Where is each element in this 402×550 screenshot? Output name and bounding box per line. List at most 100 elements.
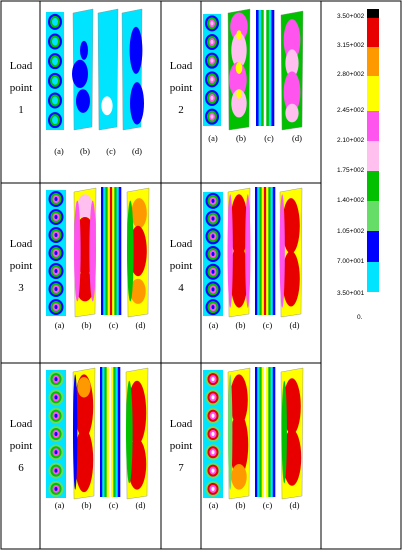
legend-label: 2.80+002	[337, 71, 365, 78]
panel-a-ring	[211, 305, 215, 310]
panel-stripe	[257, 367, 260, 497]
panel-a-ring	[54, 269, 58, 273]
panel-blob	[227, 194, 233, 308]
panel-a-ring	[54, 251, 58, 255]
sub-labels-4: (a) (b) (c) (d)	[208, 320, 300, 330]
panel-a-ring	[211, 395, 215, 400]
panel-a-ring	[54, 287, 58, 291]
panel-blob	[231, 32, 247, 68]
panel-stripe	[100, 367, 103, 497]
panel-blob	[283, 19, 301, 61]
panel-stripe	[109, 187, 113, 315]
panel-stripe	[257, 187, 260, 315]
panel-stripe	[258, 10, 262, 126]
panel-blob	[236, 89, 242, 99]
panel-stripe	[102, 367, 105, 497]
legend-color-band	[367, 231, 379, 262]
panel-stripe	[255, 187, 258, 315]
panel-a-ring	[54, 377, 58, 382]
panel-a-ring	[52, 76, 58, 85]
panel-blob	[230, 194, 248, 258]
legend-color-band	[367, 47, 379, 76]
legend-color-band	[367, 292, 379, 303]
sub-labels-1: (a) (b) (c) (d)	[54, 146, 142, 156]
panel-stripe	[261, 367, 265, 497]
panel-blob	[76, 271, 94, 302]
panel-stripe	[255, 367, 258, 497]
panel-a-ring	[210, 77, 214, 82]
legend-color-band	[367, 9, 379, 18]
panel-stripe	[270, 367, 274, 497]
panel-blob	[229, 412, 249, 477]
panel-blob	[285, 49, 299, 78]
panel-blob	[130, 278, 146, 304]
sub-labels-3: (a) (b) (c) (d)	[54, 320, 146, 330]
panel-stripe	[268, 187, 271, 315]
sub-labels-6: (a) (b) (c) (d)	[54, 500, 146, 510]
panel-blob	[245, 194, 251, 308]
panel-blob	[127, 200, 134, 302]
panel-blob	[130, 82, 144, 125]
panel-a-ring	[52, 17, 58, 26]
sub-labels-7: (a) (b) (c) (d)	[208, 500, 300, 510]
panel-stripe	[261, 187, 265, 315]
panel-stripe	[111, 367, 114, 497]
panel-stripe	[103, 187, 106, 315]
panel-stripe	[263, 367, 267, 497]
panel-a-ring	[54, 468, 58, 473]
panel-blob	[72, 59, 88, 89]
load-label-3: Load point 3	[9, 238, 33, 294]
sub-labels-2: (a) (b) (c) (d)	[208, 133, 302, 143]
panel-blob	[282, 198, 300, 254]
legend-label: 1.05+002	[337, 228, 365, 235]
panel-a-ring	[210, 40, 214, 44]
panel-blob	[279, 194, 285, 308]
panel-stripe	[104, 367, 107, 497]
panel-a-ring	[211, 432, 215, 436]
panel-a-ring	[211, 269, 215, 274]
load-label-4: Load point 4	[169, 238, 193, 294]
panel-blob	[230, 374, 248, 426]
panel-stripe	[118, 187, 122, 315]
panel-blob	[129, 225, 147, 277]
legend-color-band	[367, 76, 379, 111]
panel-stripe	[259, 187, 262, 315]
load-label-2: Load point 2	[169, 60, 193, 116]
panel-a-ring	[210, 58, 214, 63]
panel-a-ring	[52, 96, 58, 105]
panel-blob	[236, 30, 242, 40]
panel-blob	[74, 428, 94, 493]
panel-blob	[89, 200, 96, 302]
panel-blob	[76, 89, 90, 113]
panel-blob	[283, 71, 301, 114]
panel-stripe	[101, 187, 104, 315]
panel-stripe	[266, 187, 269, 315]
panel-a-ring	[210, 96, 214, 100]
panel-stripe	[117, 367, 121, 497]
legend-label: 2.10+002	[337, 137, 365, 144]
panel-stripe	[259, 367, 262, 497]
panel-stripe	[107, 187, 111, 315]
panel-blob	[129, 26, 143, 74]
panel-blob	[231, 89, 247, 118]
panel-stripe	[266, 10, 270, 126]
panel-stripe	[112, 187, 115, 315]
panel-stripe	[115, 367, 119, 497]
load-label-6: Load point 6	[9, 418, 33, 474]
panel-a-ring	[211, 252, 215, 256]
legend-label: 2.45+002	[337, 107, 365, 114]
panel-stripe	[263, 187, 267, 315]
panel-a-ring	[54, 432, 58, 436]
legend-color-band	[367, 18, 379, 47]
panel-stripe	[271, 10, 275, 126]
panel-a-ring	[211, 486, 215, 491]
panel-a-ring	[211, 287, 215, 292]
panel-stripe	[105, 187, 108, 315]
panel-a-ring	[210, 114, 214, 119]
panel-blob	[80, 40, 88, 60]
panel-a-ring	[54, 450, 58, 455]
panel-stripe	[108, 367, 112, 497]
panel-blob	[76, 216, 94, 248]
